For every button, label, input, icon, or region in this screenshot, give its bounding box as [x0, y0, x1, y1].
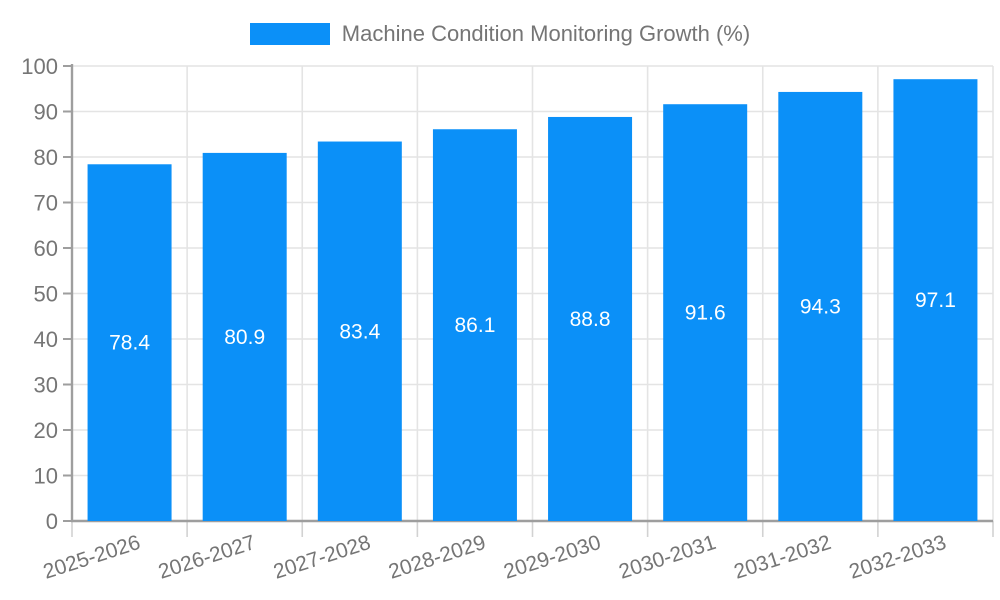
- legend: Machine Condition Monitoring Growth (%): [0, 21, 1000, 47]
- x-tick-label: 2029-2030: [501, 531, 604, 584]
- bar-value-label: 88.8: [570, 308, 611, 331]
- legend-swatch: [249, 23, 330, 45]
- bar: [87, 164, 172, 521]
- x-tick-label: 2031-2032: [731, 531, 834, 584]
- y-tick-label: 50: [34, 282, 58, 307]
- bar-value-label: 78.4: [109, 332, 150, 355]
- x-tick-label: 2032-2033: [846, 531, 949, 584]
- bar: [893, 79, 978, 521]
- y-tick-label: 40: [34, 327, 58, 352]
- x-tick-label: 2026-2027: [156, 531, 259, 584]
- y-tick-label: 80: [34, 145, 58, 170]
- bar: [317, 141, 402, 521]
- x-tick-label: 2030-2031: [616, 531, 719, 584]
- bar-value-label: 94.3: [800, 295, 841, 318]
- bar: [778, 91, 863, 521]
- y-tick-label: 10: [34, 464, 58, 489]
- x-tick-label: 2027-2028: [271, 531, 374, 584]
- y-tick-label: 0: [46, 509, 58, 534]
- bar-value-label: 97.1: [915, 289, 956, 312]
- bar: [548, 116, 633, 522]
- bar-value-label: 91.6: [685, 302, 726, 325]
- x-tick-label: 2028-2029: [386, 531, 489, 584]
- bar: [202, 152, 287, 521]
- bar-value-label: 80.9: [224, 326, 265, 349]
- y-tick-label: 30: [34, 373, 58, 398]
- y-tick-label: 70: [34, 191, 58, 216]
- x-tick-label: 2025-2026: [40, 531, 143, 584]
- legend-label: Machine Condition Monitoring Growth (%): [341, 21, 751, 46]
- y-tick-label: 90: [34, 100, 58, 125]
- y-tick-label: 60: [34, 236, 58, 261]
- y-tick-label: 100: [21, 54, 58, 79]
- bar-value-label: 83.4: [339, 320, 380, 343]
- bar-value-label: 86.1: [455, 314, 496, 337]
- bar: [663, 104, 748, 521]
- y-tick-label: 20: [34, 418, 58, 443]
- bar: [432, 129, 517, 521]
